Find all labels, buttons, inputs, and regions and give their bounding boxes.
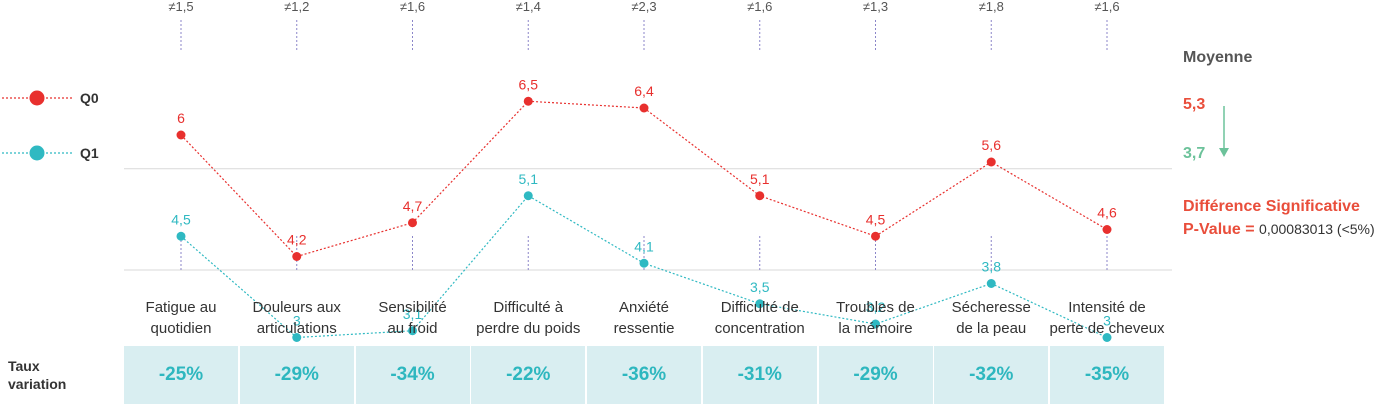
data-label-q0: 4,7 bbox=[403, 198, 423, 214]
legend-marker-q0 bbox=[29, 90, 45, 106]
category-label-line: Sécheresse bbox=[951, 299, 1031, 316]
category-label-line: au froid bbox=[387, 320, 438, 337]
variation-title-line: variation bbox=[8, 376, 67, 392]
summary-q1-mean: 3,7 bbox=[1183, 145, 1206, 162]
data-label-q1: 3,1 bbox=[403, 306, 423, 322]
category-label: Difficulté de concentration bbox=[700, 297, 820, 339]
variation-cell: -29% bbox=[239, 346, 354, 404]
difference-label: ≠1,6 bbox=[747, 0, 772, 14]
data-label-q0: 5,1 bbox=[750, 171, 770, 187]
legend-marker-q1 bbox=[29, 145, 45, 161]
data-point-q1 bbox=[176, 231, 186, 241]
data-point-q0 bbox=[986, 157, 996, 167]
data-label-q1: 4,5 bbox=[171, 211, 191, 227]
variation-cell: -22% bbox=[471, 346, 586, 404]
data-point-q0 bbox=[755, 191, 765, 201]
series-line-q0 bbox=[180, 100, 1108, 258]
pvalue-value: 0,00083013 (<5%) bbox=[1259, 221, 1375, 237]
pvalue-label: P-Value = bbox=[1183, 221, 1255, 238]
category-label-line: Anxiété bbox=[618, 299, 670, 316]
data-point-q1 bbox=[1102, 333, 1112, 342]
data-point-q1 bbox=[871, 319, 880, 329]
variation-cell: -35% bbox=[1050, 346, 1164, 404]
variation-cell: -34% bbox=[355, 346, 470, 404]
data-label-q0: 4,6 bbox=[1097, 205, 1117, 221]
data-label-q1: 3 bbox=[293, 313, 301, 329]
category-label: Anxiété ressentie bbox=[584, 297, 704, 339]
category-label: Sensibilité au froid bbox=[353, 297, 473, 339]
difference-label: ≠2,3 bbox=[631, 0, 656, 14]
data-label-q1: 3,5 bbox=[750, 279, 770, 295]
difference-label: ≠1,2 bbox=[284, 0, 309, 14]
significance-text: Différence Significative bbox=[1183, 198, 1360, 215]
category-label-line: Difficulté de bbox=[720, 299, 799, 316]
data-label-q0: 5,6 bbox=[982, 137, 1002, 153]
data-label-q1: 3,2 bbox=[866, 299, 886, 315]
data-label-q0: 6 bbox=[177, 110, 185, 126]
category-label-line: Intensité de bbox=[1068, 299, 1146, 316]
variation-cell: -36% bbox=[587, 346, 701, 404]
variation-cell: -32% bbox=[934, 346, 1049, 404]
category-label-line: la mémoire bbox=[838, 320, 913, 337]
difference-label: ≠1,6 bbox=[400, 0, 425, 14]
category-label: Troubles de la mémoire bbox=[816, 297, 936, 339]
category-label-line: Troubles de bbox=[836, 299, 915, 316]
data-point-q0 bbox=[1102, 225, 1112, 234]
category-label: Sécheresse de la peau bbox=[931, 297, 1051, 339]
difference-label: ≠1,3 bbox=[863, 0, 888, 14]
data-point-q1 bbox=[292, 333, 302, 342]
data-label-q0: 6,5 bbox=[519, 76, 539, 92]
category-label-line: de la peau bbox=[956, 320, 1027, 337]
summary-title: Moyenne bbox=[1183, 49, 1253, 66]
difference-label: ≠1,6 bbox=[1094, 0, 1119, 14]
variation-row-title: Taux variation bbox=[8, 357, 88, 393]
data-label-q0: 6,4 bbox=[634, 83, 654, 99]
legend-label-q1: Q1 bbox=[80, 145, 99, 161]
category-label-line: Difficulté à bbox=[493, 299, 564, 316]
category-label-line: quotidien bbox=[150, 320, 212, 337]
difference-label: ≠1,5 bbox=[168, 0, 193, 14]
legend-label-q0: Q0 bbox=[80, 90, 99, 106]
data-point-q1 bbox=[986, 279, 996, 288]
category-label-line: articulations bbox=[256, 320, 337, 337]
variation-cell: -25% bbox=[124, 346, 238, 404]
category-label: Intensité de perte de cheveux bbox=[1047, 297, 1167, 339]
data-point-q1 bbox=[755, 299, 765, 309]
difference-label: ≠1,4 bbox=[516, 0, 541, 14]
decrease-arrow-icon bbox=[1219, 106, 1229, 157]
data-point-q0 bbox=[871, 231, 880, 241]
category-label-line: perdre du poids bbox=[476, 320, 581, 337]
difference-label: ≠1,8 bbox=[979, 0, 1004, 14]
data-point-q0 bbox=[176, 130, 186, 140]
data-label-q1: 3,8 bbox=[982, 259, 1002, 275]
data-label-q0: 4,5 bbox=[866, 211, 886, 227]
category-label-line: concentration bbox=[714, 320, 805, 337]
category-label-line: perte de cheveux bbox=[1049, 320, 1165, 337]
category-label-line: Sensibilité bbox=[378, 299, 447, 316]
data-label-q0: 4,2 bbox=[287, 232, 307, 248]
data-label-q1: 4,1 bbox=[634, 238, 654, 254]
data-point-q0 bbox=[639, 103, 649, 113]
category-label: Fatigue au quotidien bbox=[121, 297, 241, 339]
variation-title-line: Taux bbox=[8, 358, 40, 374]
category-label-line: ressentie bbox=[613, 320, 675, 337]
variation-cell: -31% bbox=[702, 346, 817, 404]
variation-cell: -29% bbox=[818, 346, 933, 404]
data-point-q1 bbox=[408, 326, 417, 336]
data-label-q1: 5,1 bbox=[519, 171, 539, 187]
data-point-q0 bbox=[523, 96, 533, 106]
category-label: Douleurs aux articulations bbox=[237, 297, 357, 339]
data-label-q1: 3 bbox=[1103, 313, 1111, 329]
category-label-line: Fatigue au bbox=[145, 299, 217, 316]
data-point-q0 bbox=[408, 218, 417, 228]
data-point-q1 bbox=[639, 258, 649, 268]
pvalue-line: P-Value = 0,00083013 (<5%) bbox=[1183, 221, 1375, 239]
data-point-q0 bbox=[292, 252, 302, 261]
category-label-line: Douleurs aux bbox=[252, 299, 341, 316]
category-label: Difficulté à perdre du poids bbox=[468, 297, 588, 339]
summary-q0-mean: 5,3 bbox=[1183, 96, 1206, 113]
data-point-q1 bbox=[523, 191, 533, 201]
